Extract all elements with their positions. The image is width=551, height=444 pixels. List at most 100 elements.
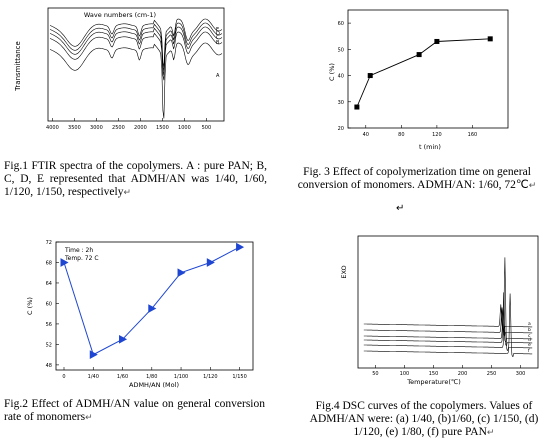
fig4-x-tick-label: 100	[400, 371, 410, 377]
fig2-chart: C (%) ADMH/AN (Mol) Time : 2h Temp. 72 C…	[26, 240, 254, 389]
fig3-points	[354, 36, 493, 110]
fig2-y-tick-label: 60	[46, 301, 52, 307]
fig1-x-ticks: 4000 3500 3000 2500 2000 1500 1000 500	[46, 118, 211, 131]
fig3-panel: C (%) t (min) 20 30 40 50 60 40 80 120 160	[300, 0, 551, 160]
fig4-curve-b	[363, 307, 533, 336]
fig3-x-tick-label: 160	[468, 132, 478, 138]
fig3-point	[354, 104, 360, 110]
fig2-plot-frame	[55, 241, 254, 371]
fig3-xlabel: t (min)	[419, 143, 441, 151]
fig2-axes: 48 52 56 60 64 68 72 0 1/40 1/60 1/80 1/100 1/120 1/1…	[46, 240, 247, 380]
fig1-curve-c	[49, 26, 223, 76]
fig3-y-tick-label: 40	[338, 74, 344, 80]
fig4-x-tick-label: 300	[516, 371, 526, 377]
fig3-y-tick-label: 50	[338, 47, 344, 53]
fig2-caption-text: Fig.2 Effect of ADMH/AN value on general…	[4, 398, 265, 423]
fig2-x-tick-label: 1/80	[146, 374, 157, 380]
fig2-x-tick-label: 1/120	[203, 374, 217, 380]
fig3-point	[487, 36, 493, 42]
fig4-chart: EXO Temperature(℃) 50 100 150 200 250 300 abc…	[340, 235, 539, 386]
fig2-note-time: Time : 2h	[64, 247, 93, 254]
fig4-x-tick-label: 50	[372, 371, 378, 377]
fig1-panel: Transmittance Wave numbers (cm-1) 4000 35…	[0, 0, 270, 150]
fig3-point	[367, 73, 373, 79]
fig2-return-mark: ↵	[85, 412, 93, 422]
fig2-point	[60, 258, 69, 267]
fig3-y-tick-label: 60	[338, 21, 344, 27]
fig1-curve-d	[49, 22, 223, 72]
fig2-point	[89, 350, 98, 359]
fig3-point	[434, 38, 440, 44]
fig1-series-label: A	[216, 73, 220, 79]
fig2-panel: C (%) ADMH/AN (Mol) Time : 2h Temp. 72 C…	[18, 232, 268, 392]
fig2-point	[236, 242, 245, 252]
fig1-plot-frame	[47, 7, 225, 122]
fig4-xlabel: Temperature(℃)	[406, 378, 461, 386]
fig1-series-label: E	[216, 27, 219, 33]
fig2-point	[177, 268, 186, 278]
fig4-series-label: c	[528, 334, 531, 339]
fig2-y-tick-label: 56	[46, 322, 52, 328]
fig4-ylabel: EXO	[340, 265, 348, 278]
fig3-series-line	[356, 38, 491, 108]
fig1-x-tick-label: 1500	[156, 125, 169, 131]
fig3-chart: C (%) t (min) 20 30 40 50 60 40 80 120 160	[328, 9, 509, 151]
fig3-x-tick-label: 80	[398, 132, 404, 138]
fig3-extra-return-mark: ↵	[396, 203, 405, 214]
fig4-x-tick-label: 250	[487, 371, 497, 377]
fig3-y-tick-label: 20	[338, 126, 344, 132]
fig2-points	[60, 242, 245, 359]
fig1-x-tick-label: 3000	[90, 125, 103, 131]
fig2-note-temp: Temp. 72 C	[64, 255, 99, 262]
fig2-x-tick-label: 0	[62, 374, 65, 380]
fig2-x-tick-label: 1/60	[117, 374, 128, 380]
fig4-curve-f	[363, 293, 533, 358]
fig2-xlabel: ADMH/AN (Mol)	[129, 381, 179, 389]
fig2-point	[148, 304, 157, 313]
fig2-x-tick-label: 1/150	[232, 374, 246, 380]
fig4-curves	[363, 257, 533, 358]
fig1-x-tick-label: 4000	[46, 125, 59, 131]
fig4-caption: Fig.4 DSC curves of the copolymers. Valu…	[300, 400, 548, 439]
fig1-x-tick-label: 500	[202, 125, 212, 131]
fig1-curves	[49, 18, 223, 119]
fig3-y-tick-label: 30	[338, 100, 344, 106]
fig1-chart: Transmittance Wave numbers (cm-1) 4000 35…	[14, 7, 225, 131]
fig4-curve-a	[363, 304, 533, 330]
fig2-y-tick-label: 72	[46, 240, 52, 246]
fig1-x-tick-label: 2000	[134, 125, 147, 131]
fig1-curve-b	[49, 31, 223, 81]
fig1-series-label: D	[216, 31, 220, 37]
fig3-ylabel: C (%)	[328, 63, 336, 81]
fig2-x-tick-label: 1/40	[88, 374, 99, 380]
fig3-point	[416, 52, 422, 58]
fig2-y-tick-label: 68	[46, 260, 52, 266]
fig1-series-label: B	[216, 40, 220, 46]
fig2-y-tick-label: 64	[46, 281, 52, 287]
fig2-point	[206, 258, 215, 267]
fig1-series-label: C	[216, 35, 220, 41]
fig1-x-tick-label: 2500	[112, 125, 125, 131]
fig4-x-tick-label: 150	[429, 371, 439, 377]
fig4-series-label: a	[528, 322, 531, 327]
fig1-x-tick-label: 3500	[68, 125, 81, 131]
fig4-caption-text: Fig.4 DSC curves of the copolymers. Valu…	[309, 400, 539, 438]
fig4-return-mark: ↵	[486, 427, 495, 437]
fig1-caption: Fig.1 FTIR spectra of the copolymers. A …	[4, 160, 267, 199]
fig2-ylabel: C (%)	[26, 297, 34, 315]
fig4-curve-c	[363, 308, 533, 342]
fig4-curve-e	[363, 257, 533, 351]
fig3-return-mark: ↵	[528, 180, 537, 190]
fig4-series-label: e	[528, 343, 531, 348]
fig2-y-tick-label: 48	[46, 363, 52, 369]
fig3-axes: 20 30 40 50 60 40 80 120 160	[338, 21, 478, 138]
fig3-x-tick-label: 40	[363, 132, 369, 138]
fig1-ylabel: Transmittance	[14, 41, 22, 92]
fig1-xlabel: Wave numbers (cm-1)	[84, 11, 156, 19]
fig1-curve-a	[49, 42, 223, 119]
fig3-x-tick-label: 120	[432, 132, 442, 138]
fig1-x-tick-label: 1000	[178, 125, 191, 131]
